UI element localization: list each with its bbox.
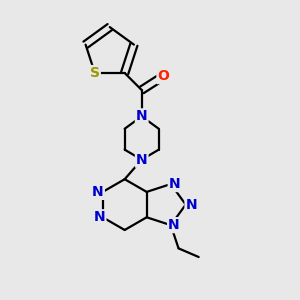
Text: N: N [136,110,148,123]
Text: N: N [136,153,148,167]
Text: N: N [92,185,104,199]
Text: S: S [90,66,100,80]
Text: N: N [185,198,197,212]
Text: O: O [158,69,169,83]
Text: N: N [169,177,180,191]
Text: N: N [94,210,105,224]
Text: N: N [168,218,180,232]
